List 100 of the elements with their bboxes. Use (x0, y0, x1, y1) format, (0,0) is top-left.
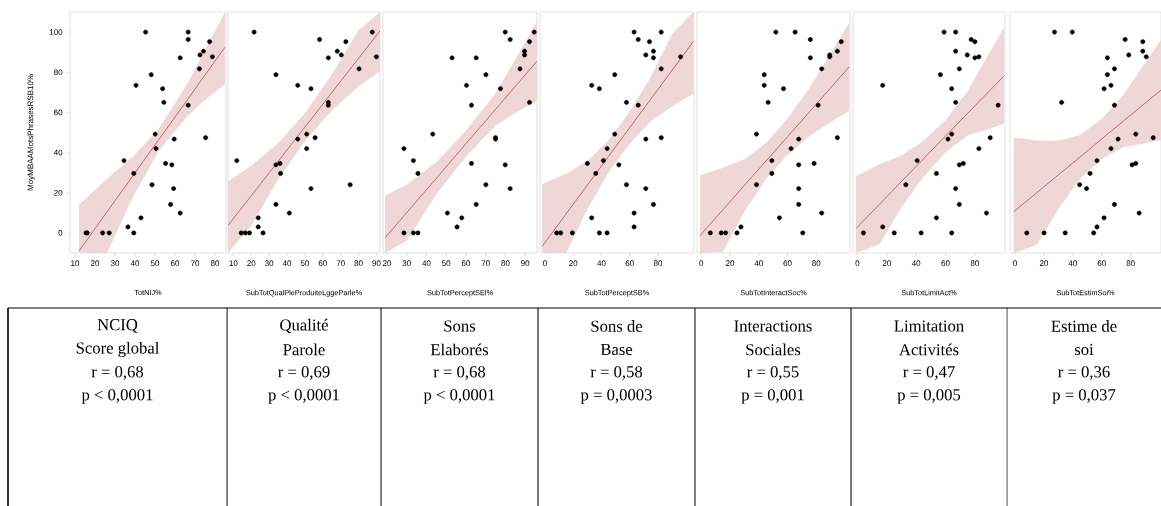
point (125, 224, 131, 230)
point (185, 37, 191, 42)
point (880, 82, 886, 88)
point (914, 158, 920, 164)
x-tick-label: 20 (569, 260, 578, 267)
point (1059, 99, 1064, 105)
x-tick-label: 80 (501, 260, 510, 267)
point (601, 158, 606, 164)
point (945, 136, 951, 142)
point (811, 161, 817, 166)
point (769, 158, 775, 164)
point (604, 230, 610, 236)
point (635, 102, 641, 108)
point (880, 224, 886, 230)
x-tick-label: 40 (754, 260, 763, 267)
y-tick-label: 40 (53, 149, 63, 156)
point (1133, 161, 1139, 166)
text: NCIQ (97, 319, 138, 333)
point (1062, 230, 1068, 236)
point (569, 230, 575, 236)
point (987, 135, 993, 141)
x-tick-label: 60 (783, 260, 792, 267)
text: Sons de (591, 320, 643, 332)
point (1143, 54, 1149, 60)
point (149, 182, 155, 188)
point (658, 29, 664, 35)
point (1112, 201, 1117, 207)
point (444, 210, 450, 216)
point (631, 29, 637, 35)
point (295, 82, 301, 88)
point (972, 39, 978, 45)
x-tick-label: 90 (372, 260, 381, 267)
x-tick-label: 40 (597, 260, 606, 267)
point (160, 86, 166, 92)
point (210, 54, 215, 60)
x-tick-label: 20 (90, 260, 100, 267)
text: r = 0,36 (1058, 366, 1110, 380)
point (953, 186, 959, 191)
x-tick-label: 20 (247, 260, 256, 267)
x-tick-label: 90 (521, 260, 530, 267)
point (153, 146, 159, 151)
point (203, 135, 209, 141)
point (718, 230, 724, 236)
text: r = 0,47 (903, 366, 955, 380)
point (754, 131, 759, 137)
point (273, 72, 279, 78)
x-tick-label: 30 (265, 260, 274, 267)
x-tick-label: 40 (422, 260, 431, 267)
point (781, 86, 786, 92)
x-tick-label: 30 (110, 260, 120, 267)
point (138, 215, 144, 221)
point (788, 146, 794, 151)
x-tick-label: 80 (1126, 260, 1135, 267)
point (596, 230, 602, 236)
x-tick-label: 80 (653, 260, 663, 267)
point (171, 186, 177, 191)
point (651, 55, 656, 61)
point (838, 39, 844, 45)
point (411, 230, 416, 236)
y-axis-title: MoyMBAAMotsPhrasesRSB10% (27, 74, 35, 191)
point (765, 99, 771, 105)
point (918, 230, 924, 236)
text: soi (1074, 343, 1094, 356)
point (903, 182, 909, 188)
x-tick-label: 20 (1039, 260, 1049, 267)
point (834, 48, 840, 54)
text: p = 0,037 (1052, 389, 1116, 404)
point (678, 54, 683, 60)
point (308, 186, 314, 191)
text: Base (600, 343, 633, 356)
point (454, 224, 460, 230)
text: Interactions (734, 320, 812, 332)
x-tick-label: 60 (461, 260, 471, 267)
point (312, 135, 318, 141)
point (968, 37, 974, 42)
point (277, 161, 283, 166)
point (1115, 136, 1121, 142)
x-tick-label: 40 (1068, 260, 1077, 267)
point (953, 29, 959, 35)
point (260, 230, 266, 236)
point (796, 201, 802, 207)
y-tick-label: 100 (49, 29, 63, 35)
point (415, 230, 421, 236)
point (469, 161, 474, 166)
point (177, 55, 183, 61)
point (723, 230, 728, 236)
x-tick-label: 80 (970, 260, 980, 267)
point (507, 186, 513, 191)
point (234, 158, 240, 164)
point (308, 86, 314, 92)
point (131, 171, 137, 176)
point (121, 158, 127, 164)
point (643, 52, 649, 58)
point (734, 230, 740, 236)
point (643, 136, 649, 142)
point (100, 230, 106, 236)
text: Estime de (1051, 320, 1117, 332)
point (273, 162, 279, 168)
point (1094, 224, 1100, 230)
point (956, 162, 962, 168)
